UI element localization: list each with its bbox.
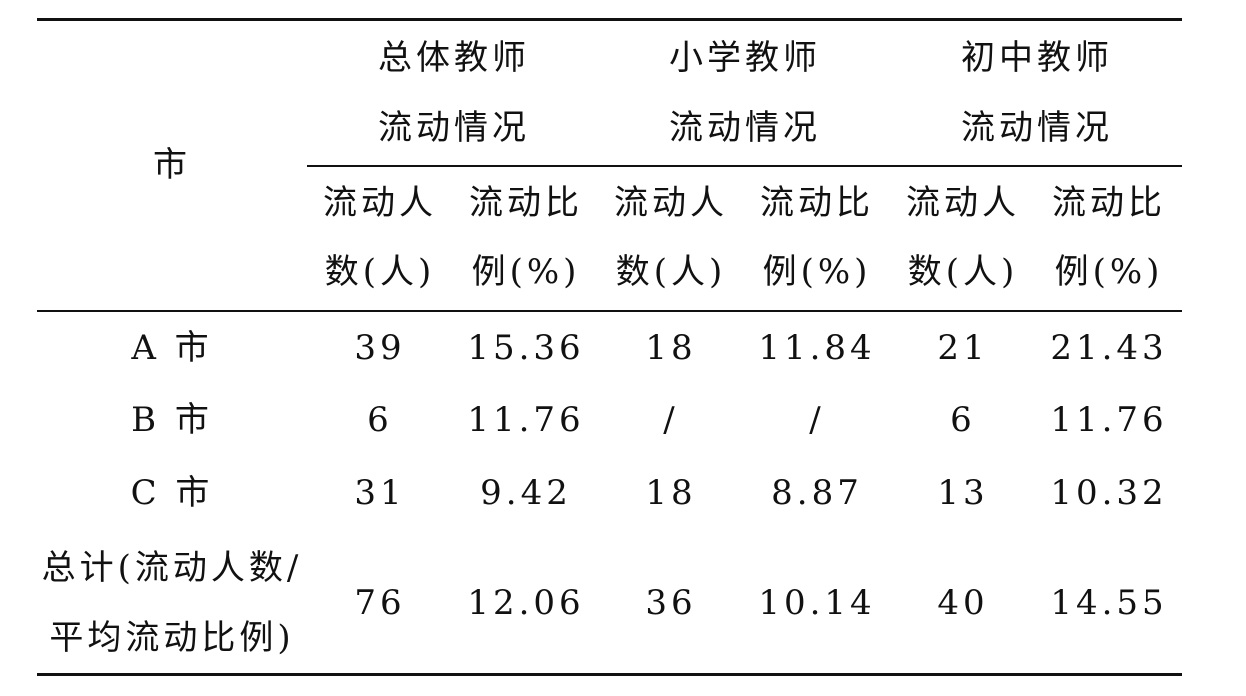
table-cell: 8.87 bbox=[771, 473, 863, 513]
table-cell: 13 bbox=[937, 473, 989, 513]
table-cell: 18 bbox=[645, 473, 697, 513]
table-cell: / bbox=[809, 400, 825, 440]
table-cell: 15.36 bbox=[467, 328, 585, 368]
column-header: 数(人) bbox=[324, 252, 436, 292]
top-rule bbox=[37, 18, 1182, 21]
bottom-rule bbox=[37, 673, 1182, 676]
column-header: 数(人) bbox=[907, 252, 1019, 292]
column-header: 流动比 bbox=[469, 183, 583, 223]
table-cell: / bbox=[663, 400, 679, 440]
total-label: 平均流动比例) bbox=[49, 618, 295, 658]
row-label: A 市 bbox=[131, 328, 213, 368]
group-header: 流动情况 bbox=[961, 108, 1113, 148]
table-cell: 10.32 bbox=[1050, 473, 1168, 513]
column-header: 例(%) bbox=[1054, 252, 1164, 292]
table-cell: 21 bbox=[937, 328, 989, 368]
table-cell: 10.14 bbox=[758, 583, 876, 623]
table-cell: 39 bbox=[354, 328, 406, 368]
column-header: 流动比 bbox=[760, 183, 874, 223]
column-header: 流动人 bbox=[614, 183, 728, 223]
header-rule bbox=[37, 310, 1182, 312]
group-header: 总体教师 bbox=[378, 38, 530, 78]
table-cell: 9.42 bbox=[480, 473, 572, 513]
group-header: 小学教师 bbox=[669, 38, 821, 78]
table-cell: 6 bbox=[950, 400, 976, 440]
column-header: 流动比 bbox=[1052, 183, 1166, 223]
table-cell: 11.76 bbox=[1050, 400, 1168, 440]
row-label: B 市 bbox=[131, 400, 213, 440]
group-header: 流动情况 bbox=[669, 108, 821, 148]
table-cell: 76 bbox=[354, 583, 406, 623]
row-label: C 市 bbox=[130, 473, 214, 513]
column-header: 流动人 bbox=[323, 183, 437, 223]
group-header: 初中教师 bbox=[961, 38, 1113, 78]
table-cell: 21.43 bbox=[1050, 328, 1168, 368]
total-label: 总计(流动人数/ bbox=[41, 548, 303, 588]
table-cell: 14.55 bbox=[1050, 583, 1168, 623]
table-cell: 40 bbox=[937, 583, 989, 623]
table-cell: 11.76 bbox=[467, 400, 585, 440]
table-cell: 36 bbox=[645, 583, 697, 623]
column-header: 例(%) bbox=[471, 252, 581, 292]
row-header: 市 bbox=[153, 145, 191, 185]
table-cell: 11.84 bbox=[758, 328, 876, 368]
table-cell: 31 bbox=[354, 473, 406, 513]
table-cell: 12.06 bbox=[467, 583, 585, 623]
group-rule bbox=[307, 165, 1182, 167]
table-cell: 18 bbox=[645, 328, 697, 368]
column-header: 流动人 bbox=[906, 183, 1020, 223]
column-header: 例(%) bbox=[762, 252, 872, 292]
table-cell: 6 bbox=[367, 400, 393, 440]
group-header: 流动情况 bbox=[378, 108, 530, 148]
column-header: 数(人) bbox=[615, 252, 727, 292]
